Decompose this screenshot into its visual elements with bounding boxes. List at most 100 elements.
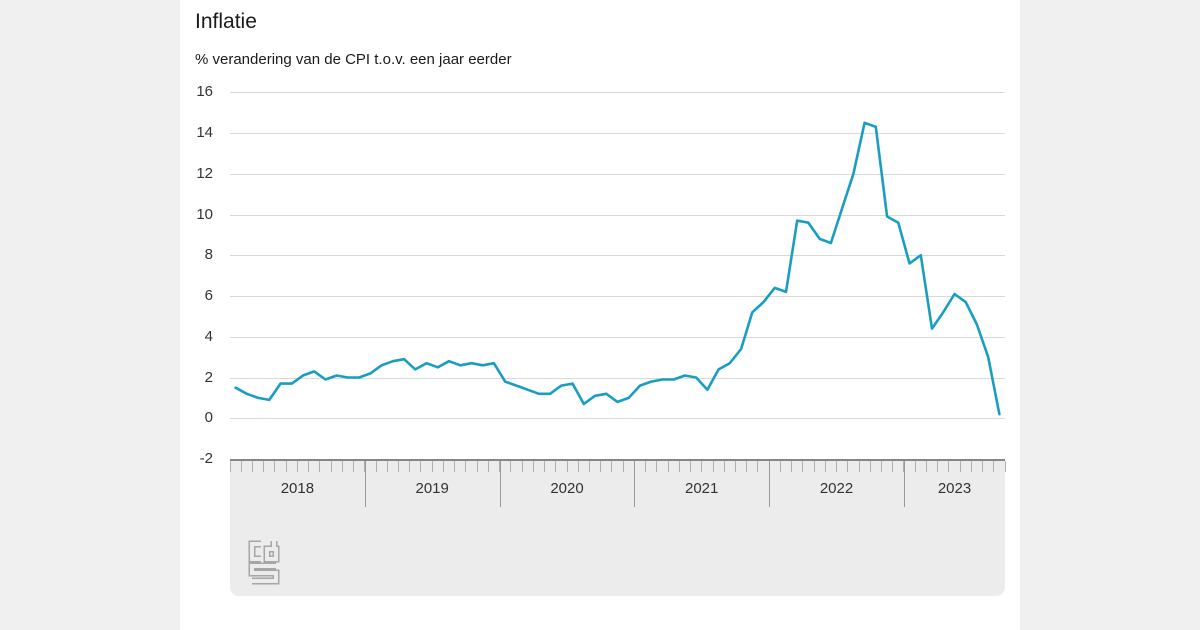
- month-tick: [409, 461, 411, 472]
- month-tick: [341, 461, 343, 472]
- month-tick: [970, 461, 972, 472]
- month-tick: [656, 461, 658, 472]
- month-tick: [420, 461, 422, 472]
- month-tick: [263, 461, 265, 472]
- month-tick: [622, 461, 624, 472]
- month-tick: [566, 461, 568, 472]
- y-axis-label-10: 10: [196, 206, 213, 223]
- chart-title: Inflatie: [195, 10, 257, 33]
- month-tick: [880, 461, 882, 472]
- month-tick: [285, 461, 287, 472]
- y-axis-label-16: 16: [196, 83, 213, 100]
- month-tick: [993, 461, 995, 472]
- month-tick: [555, 461, 557, 472]
- month-tick: [824, 461, 826, 472]
- month-tick: [667, 461, 669, 472]
- month-tick: [308, 461, 310, 472]
- month-tick: [252, 461, 253, 472]
- month-tick: [319, 461, 321, 472]
- gridline-y16: [230, 92, 1005, 93]
- month-tick: [701, 461, 703, 472]
- gridline-y6: [230, 296, 1005, 297]
- month-tick: [296, 461, 298, 472]
- month-tick: [813, 461, 815, 472]
- month-tick: [386, 461, 388, 472]
- month-tick: [240, 461, 242, 472]
- gridline-y4: [230, 337, 1005, 338]
- month-tick: [611, 461, 613, 472]
- month-tick: [858, 461, 860, 472]
- cbs-logo: [248, 540, 280, 585]
- month-tick: [431, 461, 433, 472]
- month-tick: [465, 461, 467, 472]
- month-tick: [757, 461, 759, 472]
- month-tick: [892, 461, 894, 472]
- gridline-y0: [230, 418, 1005, 419]
- month-tick: [588, 461, 590, 472]
- month-tick: [375, 461, 377, 472]
- chart-card: Inflatie % verandering van de CPI t.o.v.…: [180, 0, 1020, 630]
- month-tick: [600, 461, 602, 472]
- month-tick: [330, 461, 332, 472]
- month-tick: [544, 461, 545, 472]
- gridline-y2: [230, 378, 1005, 379]
- month-tick: [476, 461, 478, 472]
- inflation-line: [234, 121, 1001, 416]
- y-axis-label-0: 0: [204, 409, 213, 426]
- month-tick: [274, 461, 276, 472]
- month-tick: [678, 461, 680, 472]
- month-tick: [577, 461, 579, 472]
- year-separator: [364, 461, 366, 507]
- month-tick: [836, 461, 837, 472]
- month-tick: [869, 461, 871, 472]
- chart-subtitle: % verandering van de CPI t.o.v. een jaar…: [195, 51, 512, 68]
- y-axis-label--2: -2: [199, 450, 213, 467]
- year-separator: [769, 461, 771, 507]
- month-tick: [712, 461, 714, 472]
- month-tick: [690, 461, 691, 472]
- month-tick: [982, 461, 983, 472]
- month-tick: [229, 461, 231, 472]
- month-tick: [723, 461, 725, 472]
- year-separator: [499, 461, 501, 507]
- month-tick: [532, 461, 534, 472]
- month-tick: [1004, 461, 1006, 472]
- month-tick: [959, 461, 961, 472]
- year-separator: [903, 461, 905, 507]
- month-tick: [914, 461, 916, 472]
- x-axis-band: 2018 2019 2020 2021 2022 2023: [229, 459, 1006, 596]
- month-tick: [779, 461, 781, 472]
- month-tick: [454, 461, 456, 472]
- y-axis-label-6: 6: [204, 287, 213, 304]
- month-tick: [645, 461, 647, 472]
- month-tick: [925, 461, 927, 472]
- x-axis-year-2022: 2022: [819, 480, 854, 497]
- gridline-y14: [230, 133, 1005, 134]
- gridline-y10: [230, 215, 1005, 216]
- year-separator: [634, 461, 636, 507]
- x-axis-year-2021: 2021: [685, 480, 719, 497]
- month-tick: [746, 461, 748, 472]
- month-tick: [791, 461, 793, 472]
- month-tick: [847, 461, 849, 472]
- month-tick: [937, 461, 939, 472]
- month-tick: [948, 461, 950, 472]
- y-axis-label-14: 14: [196, 124, 213, 141]
- x-axis-year-2019: 2019: [415, 480, 449, 497]
- month-tick: [398, 461, 399, 472]
- x-axis-year-2018: 2018: [280, 480, 315, 497]
- month-tick: [802, 461, 804, 472]
- month-tick: [442, 461, 444, 472]
- gridline-y8: [230, 255, 1005, 256]
- y-axis-label-4: 4: [204, 328, 213, 345]
- y-axis-label-8: 8: [204, 246, 213, 263]
- x-axis-year-2023: 2023: [937, 480, 972, 497]
- month-tick: [510, 461, 512, 472]
- month-tick: [353, 461, 355, 472]
- month-tick: [521, 461, 523, 472]
- x-axis-year-2020: 2020: [550, 480, 584, 497]
- gridline-y12: [230, 174, 1005, 175]
- y-axis-label-2: 2: [204, 369, 213, 386]
- y-axis-label-12: 12: [196, 165, 213, 182]
